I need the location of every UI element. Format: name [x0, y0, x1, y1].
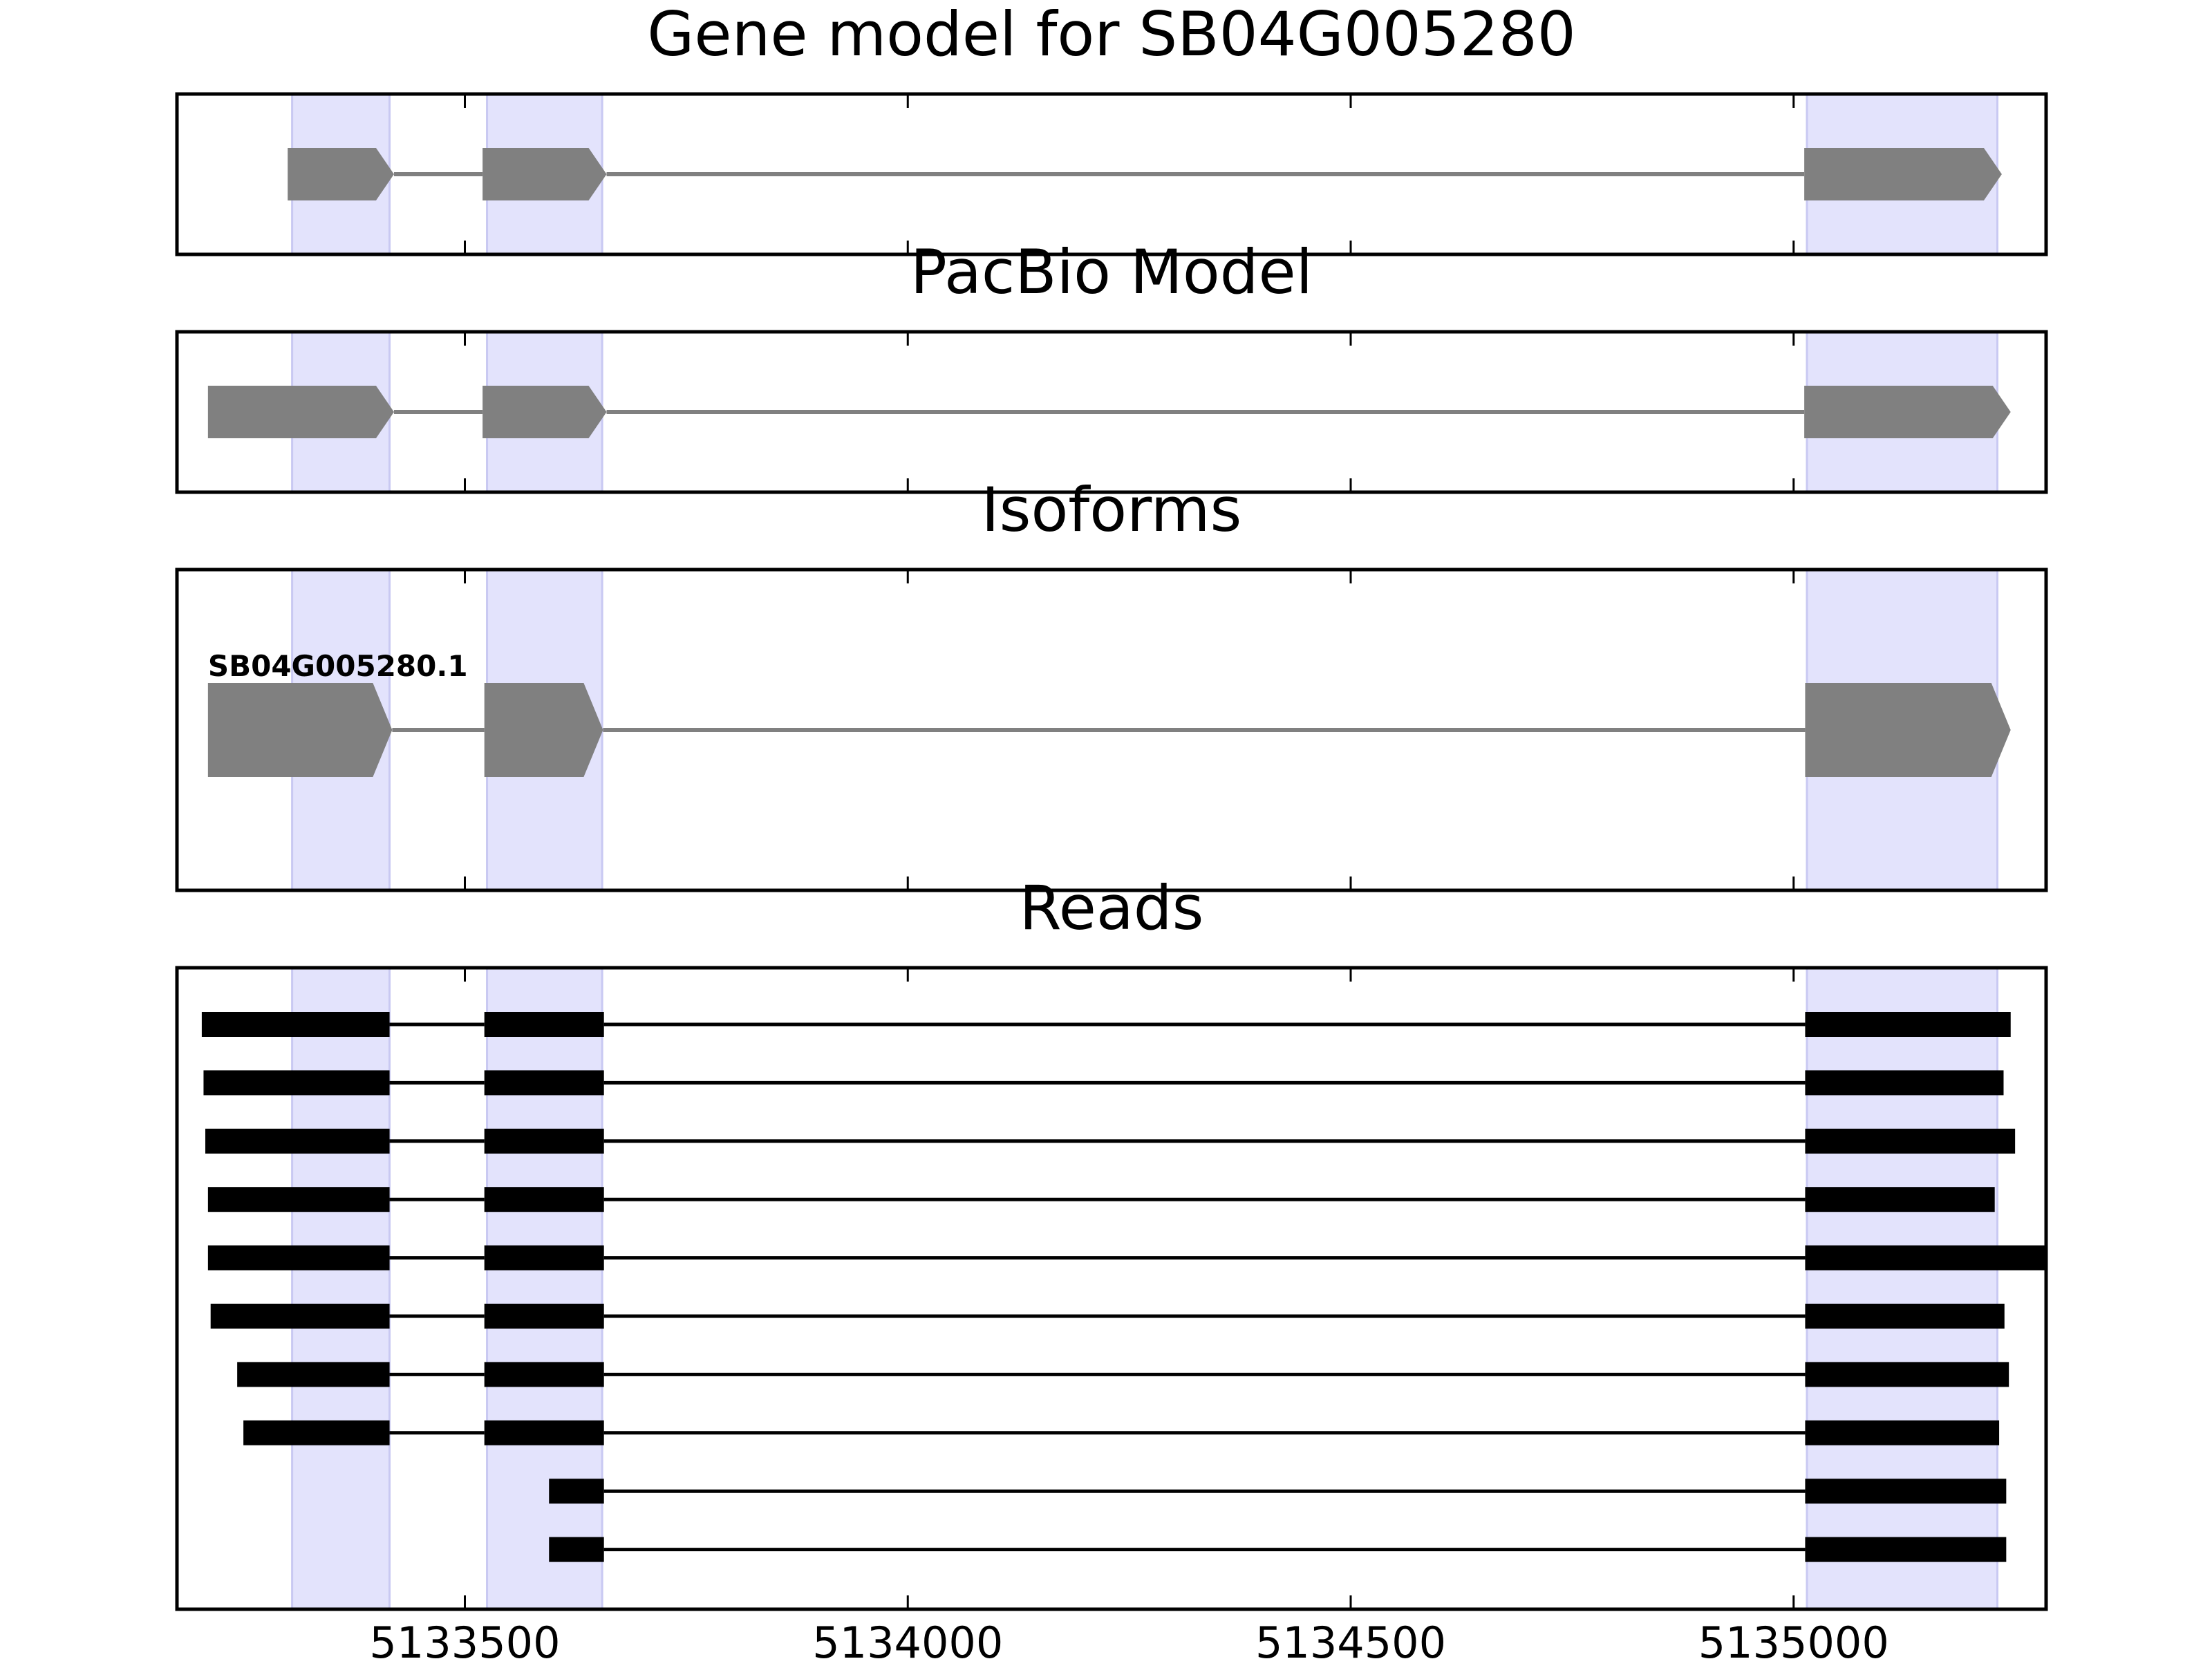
read-exon	[1805, 1128, 2016, 1154]
read-exon	[484, 1420, 604, 1445]
read-exon	[1805, 1012, 2011, 1037]
exon-arrow	[484, 683, 603, 777]
panel-frame	[175, 330, 2048, 494]
exon-arrow	[1804, 386, 2011, 438]
exon-arrow	[482, 148, 607, 200]
panel-isoforms: Isoforms SB04G005280.1	[175, 474, 2048, 892]
read-row	[549, 1479, 2007, 1504]
model-row	[288, 148, 2002, 200]
read-exon	[1805, 1187, 1995, 1212]
read-exon	[243, 1420, 390, 1445]
read-exon	[1805, 1362, 2009, 1387]
panel-reads: Reads	[175, 872, 2048, 1611]
read-exon	[1805, 1070, 2004, 1096]
read-exon	[1805, 1479, 2007, 1504]
read-exon	[207, 1245, 390, 1271]
read-exon	[484, 1187, 604, 1212]
read-exon	[484, 1128, 604, 1154]
isoform-label: SB04G005280.1	[208, 649, 468, 683]
read-exon	[210, 1304, 390, 1329]
read-exon	[549, 1537, 604, 1562]
panel-title: Reads	[1020, 872, 1204, 944]
read-exon	[237, 1362, 390, 1387]
read-exon	[1805, 1304, 2005, 1329]
panel-pacbio-model: PacBio Model	[175, 236, 2048, 494]
panel-title: Isoforms	[982, 474, 1242, 545]
read-exon	[1805, 1245, 2046, 1271]
read-row	[205, 1128, 2016, 1154]
read-exon	[484, 1304, 604, 1329]
exon-arrow	[1805, 683, 2011, 777]
x-tick-label: 5134500	[1255, 1618, 1446, 1659]
panel-frame	[175, 966, 2048, 1611]
model-row: SB04G005280.1	[207, 649, 2011, 777]
exon-arrow	[1804, 148, 2002, 200]
read-exon	[484, 1245, 604, 1271]
exon-arrow	[288, 148, 394, 200]
read-row	[237, 1362, 2009, 1387]
read-exon	[484, 1362, 604, 1387]
read-row	[243, 1420, 2000, 1445]
panel-title: Gene model for SB04G005280	[647, 0, 1576, 70]
read-exon	[203, 1070, 390, 1096]
exon-arrow	[482, 386, 607, 438]
panel-frame	[175, 568, 2048, 892]
exon-highlight-band	[291, 966, 391, 1611]
read-row	[210, 1304, 2005, 1329]
exon-arrow	[207, 683, 393, 777]
read-exon	[549, 1479, 604, 1504]
x-tick-label: 5134000	[812, 1618, 1003, 1659]
x-tick-label: 5135000	[1698, 1618, 1889, 1659]
read-exon	[484, 1012, 604, 1037]
x-tick-label: 5133500	[369, 1618, 560, 1659]
exon-highlight-band	[486, 966, 603, 1611]
exon-arrow	[207, 386, 394, 438]
read-row	[207, 1187, 1995, 1212]
read-exon	[1805, 1537, 2007, 1562]
panel-title: PacBio Model	[910, 236, 1313, 308]
read-exon	[1805, 1420, 2000, 1445]
read-row	[203, 1070, 2004, 1096]
panel-gene-model: Gene model for SB04G005280	[175, 0, 2048, 256]
read-exon	[484, 1070, 604, 1096]
read-exon	[207, 1187, 390, 1212]
read-row	[201, 1012, 2011, 1037]
model-row	[207, 386, 2011, 438]
read-row	[207, 1245, 2046, 1271]
read-exon	[201, 1012, 390, 1037]
read-exon	[205, 1128, 390, 1154]
panel-frame	[175, 92, 2048, 256]
exon-highlight-band	[1806, 966, 1999, 1611]
read-row	[549, 1537, 2007, 1562]
